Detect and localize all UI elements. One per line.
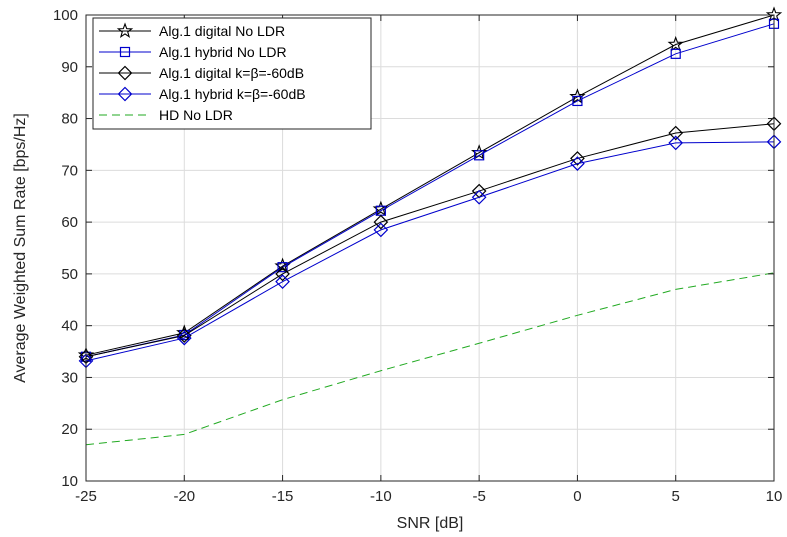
diamond-marker bbox=[117, 65, 133, 81]
plot-frame bbox=[85, 14, 775, 482]
square-marker bbox=[119, 46, 131, 58]
y-tick-label: 70 bbox=[61, 162, 78, 179]
legend-item-4: HD No LDR bbox=[99, 107, 233, 123]
x-tick-label: -10 bbox=[370, 488, 392, 505]
legend-item-2: Alg.1 digital k=β=-60dB bbox=[99, 65, 304, 81]
diamond-marker bbox=[373, 222, 389, 238]
y-tick-label: 90 bbox=[61, 59, 78, 76]
x-axis-title: SNR [dB] bbox=[397, 515, 464, 532]
diamond-marker bbox=[668, 125, 684, 141]
legend-item-0: Alg.1 digital No LDR bbox=[99, 22, 285, 39]
y-tick-label: 20 bbox=[61, 421, 78, 438]
square-marker bbox=[670, 48, 681, 59]
square-marker bbox=[277, 262, 288, 273]
diamond-marker bbox=[570, 156, 585, 171]
diamond-marker bbox=[570, 151, 585, 166]
legend-item-3: Alg.1 hybrid k=β=-60dB bbox=[99, 86, 306, 102]
series-4 bbox=[85, 272, 775, 446]
x-tick-label: -5 bbox=[472, 488, 485, 505]
y-tick-label: 60 bbox=[61, 214, 78, 231]
star-marker bbox=[569, 88, 586, 104]
diamond-marker bbox=[275, 274, 290, 290]
diamond-marker bbox=[668, 135, 684, 151]
y-axis-title: Average Weighted Sum Rate [bps/Hz] bbox=[12, 113, 29, 383]
legend-label: Alg.1 hybrid No LDR bbox=[159, 44, 287, 60]
legend-label: Alg.1 digital k=β=-60dB bbox=[159, 65, 304, 81]
diamond-marker bbox=[117, 86, 133, 102]
diamond-marker bbox=[373, 214, 389, 230]
star-marker bbox=[116, 22, 134, 38]
x-tick-label: 5 bbox=[672, 488, 680, 505]
diamond-marker bbox=[176, 328, 192, 343]
series-line bbox=[85, 272, 775, 446]
x-tick-label: 10 bbox=[766, 488, 783, 505]
legend-label: Alg.1 digital No LDR bbox=[159, 23, 285, 39]
legend-item-1: Alg.1 hybrid No LDR bbox=[99, 44, 287, 60]
legend-label: Alg.1 hybrid k=β=-60dB bbox=[159, 86, 306, 102]
diamond-marker bbox=[471, 189, 487, 205]
y-tick-label: 100 bbox=[53, 7, 78, 24]
diamond-marker bbox=[275, 266, 290, 282]
y-tick-label: 30 bbox=[61, 369, 78, 386]
x-tick-label: -20 bbox=[173, 488, 195, 505]
y-tick-label: 10 bbox=[61, 473, 78, 490]
y-tick-label: 40 bbox=[61, 318, 78, 335]
y-tick-label: 80 bbox=[61, 111, 78, 128]
star-marker bbox=[667, 35, 684, 52]
y-tick-label: 50 bbox=[61, 266, 78, 283]
ticks: -25 -20 -15 -10 -5 0 5 10 10 20 30 40 50 60 70 80 90 100 bbox=[53, 7, 782, 505]
x-tick-label: -15 bbox=[272, 488, 294, 505]
square-marker bbox=[474, 150, 485, 161]
diamond-marker bbox=[176, 330, 192, 346]
series-line bbox=[85, 23, 775, 358]
x-tick-label: 0 bbox=[573, 488, 581, 505]
x-tick-label: -25 bbox=[75, 488, 97, 505]
series-line bbox=[85, 141, 775, 362]
legend-label: HD No LDR bbox=[159, 107, 233, 123]
series-line bbox=[85, 123, 775, 358]
series-line bbox=[85, 14, 775, 356]
square-marker bbox=[572, 95, 583, 107]
legend: Alg.1 digital No LDR Alg.1 hybrid No LDR A… bbox=[92, 17, 372, 130]
